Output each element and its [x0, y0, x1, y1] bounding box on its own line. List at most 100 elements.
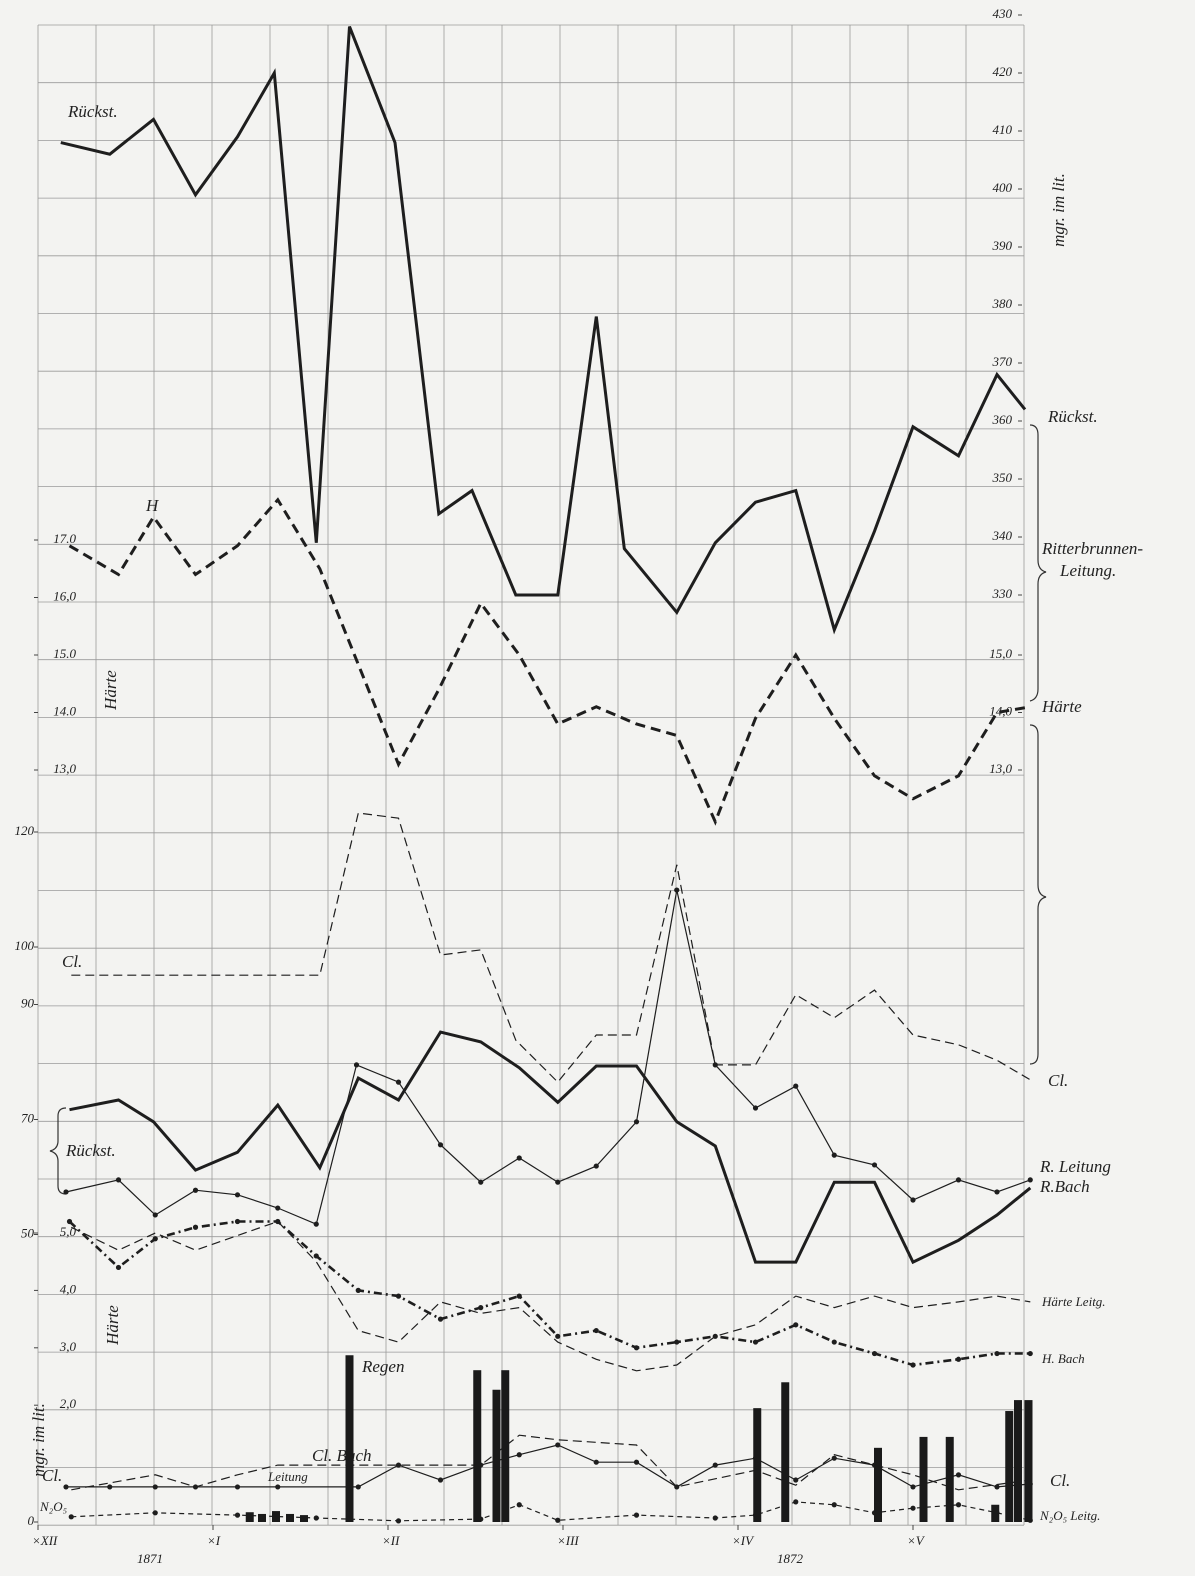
annotation: Rückst. [65, 1141, 116, 1160]
x-tick-label: ×III [557, 1533, 579, 1548]
point [234, 1512, 241, 1518]
point [674, 1339, 680, 1345]
point [994, 1350, 1000, 1357]
point [355, 1287, 361, 1293]
point [313, 1253, 319, 1259]
y2-tick-label: 15,0 [989, 646, 1012, 661]
series-label: Rückst. [1047, 407, 1098, 426]
x-tick-label: ×I [207, 1533, 221, 1548]
year-label: 1871 [137, 1551, 163, 1566]
point [910, 1505, 916, 1511]
point [793, 1322, 799, 1328]
point [152, 1484, 158, 1490]
series-label: Regen [361, 1357, 404, 1376]
point [66, 1218, 73, 1225]
point [712, 1062, 718, 1068]
bar [991, 1504, 1000, 1522]
annotation: Cl. [1050, 1471, 1070, 1490]
point [395, 1079, 402, 1085]
point [793, 1499, 799, 1505]
point [555, 1333, 561, 1339]
bar [286, 1513, 294, 1522]
y-tick-label: 50 [21, 1225, 35, 1240]
series-label: Cl. Bach [312, 1446, 372, 1465]
point [555, 1179, 561, 1185]
y-tick-label: 380 [992, 296, 1013, 311]
bar [753, 1408, 762, 1522]
series-line [65, 889, 1031, 1226]
point [516, 1293, 522, 1299]
y-tick-label: 100 [15, 938, 35, 953]
y-tick-label: 120 [15, 823, 35, 838]
y-tick-label: 350 [992, 470, 1013, 485]
point [395, 1462, 402, 1468]
series-label: N₂O₅ Leitg. [1039, 1508, 1100, 1523]
point [674, 887, 680, 893]
y-tick-label: 3,0 [59, 1339, 77, 1354]
series-line [60, 26, 1027, 635]
annotation: Leitung. [1059, 561, 1116, 580]
bar [345, 1355, 354, 1522]
y-tick-label: 15.0 [53, 646, 76, 661]
point [516, 1452, 522, 1458]
point [871, 1350, 878, 1357]
series-label: Cl. [1048, 1071, 1068, 1090]
bar [300, 1515, 308, 1522]
point [910, 1197, 916, 1203]
bar [781, 1382, 790, 1522]
bar [258, 1513, 266, 1522]
point [192, 1224, 199, 1230]
point [955, 1356, 962, 1362]
point [275, 1484, 281, 1490]
point [633, 1345, 640, 1351]
y-tick-label: 370 [992, 354, 1013, 369]
y-tick-label: 16,0 [53, 588, 76, 603]
bar [272, 1511, 280, 1522]
y-tick-label: 70 [21, 1110, 35, 1125]
point [831, 1502, 837, 1508]
bar [501, 1370, 510, 1522]
series-label: H. Bach [1041, 1351, 1085, 1366]
point [437, 1316, 444, 1322]
y-label: mgr. im lit. [29, 1403, 48, 1477]
y-tick-label: 340 [992, 528, 1013, 543]
brace [1029, 724, 1047, 1065]
y-tick-label: 0 [28, 1513, 35, 1528]
point [793, 1083, 799, 1089]
point [437, 1142, 444, 1148]
y-tick-label: 410 [993, 122, 1013, 137]
point [63, 1189, 69, 1195]
point [793, 1477, 799, 1483]
series-line [68, 497, 1031, 826]
point [478, 1179, 484, 1185]
annotation: Cl. [42, 1466, 62, 1485]
point [478, 1305, 484, 1311]
bar [874, 1447, 882, 1522]
point [955, 1472, 962, 1478]
point [275, 1218, 281, 1225]
point [395, 1293, 402, 1299]
graph-paper [37, 24, 1025, 1526]
y-tick-label: 17.0 [53, 531, 76, 546]
point [752, 1339, 759, 1345]
point [353, 1062, 360, 1068]
bar [1014, 1400, 1022, 1522]
point [994, 1189, 1000, 1195]
brace [1029, 424, 1047, 702]
point [275, 1205, 281, 1211]
series-label: Härte [1041, 697, 1082, 716]
point [152, 1236, 158, 1242]
point [152, 1212, 158, 1218]
brace [49, 1107, 67, 1195]
point [313, 1515, 319, 1521]
bar [245, 1512, 254, 1522]
series-line [71, 812, 1031, 1083]
point [516, 1155, 522, 1161]
point [555, 1442, 561, 1448]
point [955, 1502, 962, 1508]
series-label: Leitung [267, 1469, 308, 1484]
series-line [69, 1030, 1032, 1265]
bar [492, 1389, 501, 1522]
point [593, 1459, 599, 1465]
y-tick-label: 430 [993, 6, 1013, 21]
